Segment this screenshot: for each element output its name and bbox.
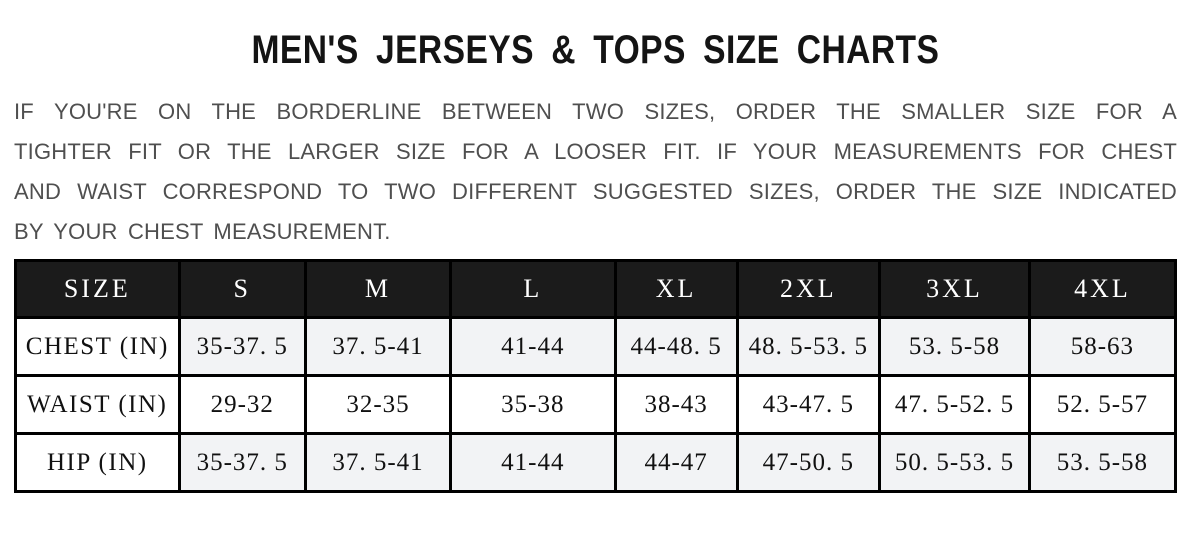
table-row-waist: WAIST (IN) 29-32 32-35 35-38 38-43 43-47…: [14, 374, 1178, 435]
size-chart-page: MEN'S JERSEYS & TOPS SIZE CHARTS IF YOU'…: [0, 28, 1191, 493]
intro-paragraph: IF YOU'RE ON THE BORDERLINE BETWEEN TWO …: [14, 92, 1177, 252]
waist-cell-l: 35-38: [448, 374, 617, 435]
hip-cell-m: 37. 5-41: [303, 432, 452, 493]
chest-cell-l: 41-44: [448, 316, 617, 377]
column-header-s: S: [177, 259, 307, 319]
chest-cell-2xl: 48. 5-53. 5: [735, 316, 882, 377]
intro-line-4: BY YOUR CHEST MEASUREMENT.: [14, 219, 391, 244]
hip-cell-4xl: 53. 5-58: [1027, 432, 1178, 493]
waist-cell-2xl: 43-47. 5: [735, 374, 882, 435]
column-header-3xl: 3XL: [878, 259, 1031, 319]
hip-cell-3xl: 50. 5-53. 5: [878, 432, 1031, 493]
hip-cell-2xl: 47-50. 5: [735, 432, 882, 493]
column-header-4xl: 4XL: [1027, 259, 1178, 319]
hip-cell-s: 35-37. 5: [177, 432, 307, 493]
page-title-text: MEN'S JERSEYS & TOPS SIZE CHARTS: [251, 28, 940, 72]
waist-cell-xl: 38-43: [613, 374, 739, 435]
chest-cell-3xl: 53. 5-58: [878, 316, 1031, 377]
column-header-m: M: [303, 259, 452, 319]
hip-cell-l: 41-44: [448, 432, 617, 493]
chest-cell-s: 35-37. 5: [177, 316, 307, 377]
chest-cell-4xl: 58-63: [1027, 316, 1178, 377]
column-header-xl: XL: [613, 259, 739, 319]
row-label-chest: CHEST (IN): [14, 316, 181, 377]
waist-cell-m: 32-35: [303, 374, 452, 435]
chest-cell-xl: 44-48. 5: [613, 316, 739, 377]
column-header-2xl: 2XL: [735, 259, 882, 319]
hip-cell-xl: 44-47: [613, 432, 739, 493]
intro-line-2: TIGHTER FIT OR THE LARGER SIZE FOR A LOO…: [14, 139, 1177, 164]
waist-cell-s: 29-32: [177, 374, 307, 435]
chest-cell-m: 37. 5-41: [303, 316, 452, 377]
table-row-hip: HIP (IN) 35-37. 5 37. 5-41 41-44 44-47 4…: [14, 432, 1178, 493]
column-header-l: L: [448, 259, 617, 319]
row-label-waist: WAIST (IN): [14, 374, 181, 435]
waist-cell-3xl: 47. 5-52. 5: [878, 374, 1031, 435]
size-chart-table: SIZE S M L XL 2XL 3XL 4XL CHEST (IN) 35-…: [14, 259, 1178, 493]
row-label-hip: HIP (IN): [14, 432, 181, 493]
table-header-row: SIZE S M L XL 2XL 3XL 4XL: [14, 259, 1178, 319]
page-title: MEN'S JERSEYS & TOPS SIZE CHARTS: [14, 28, 1177, 72]
table-row-chest: CHEST (IN) 35-37. 5 37. 5-41 41-44 44-48…: [14, 316, 1178, 377]
intro-line-3: AND WAIST CORRESPOND TO TWO DIFFERENT SU…: [14, 179, 1177, 204]
intro-line-1: IF YOU'RE ON THE BORDERLINE BETWEEN TWO …: [14, 99, 1177, 124]
column-header-size: SIZE: [14, 259, 181, 319]
waist-cell-4xl: 52. 5-57: [1027, 374, 1178, 435]
page: { "theme": { "background": "#ffffff", "t…: [0, 28, 1191, 538]
